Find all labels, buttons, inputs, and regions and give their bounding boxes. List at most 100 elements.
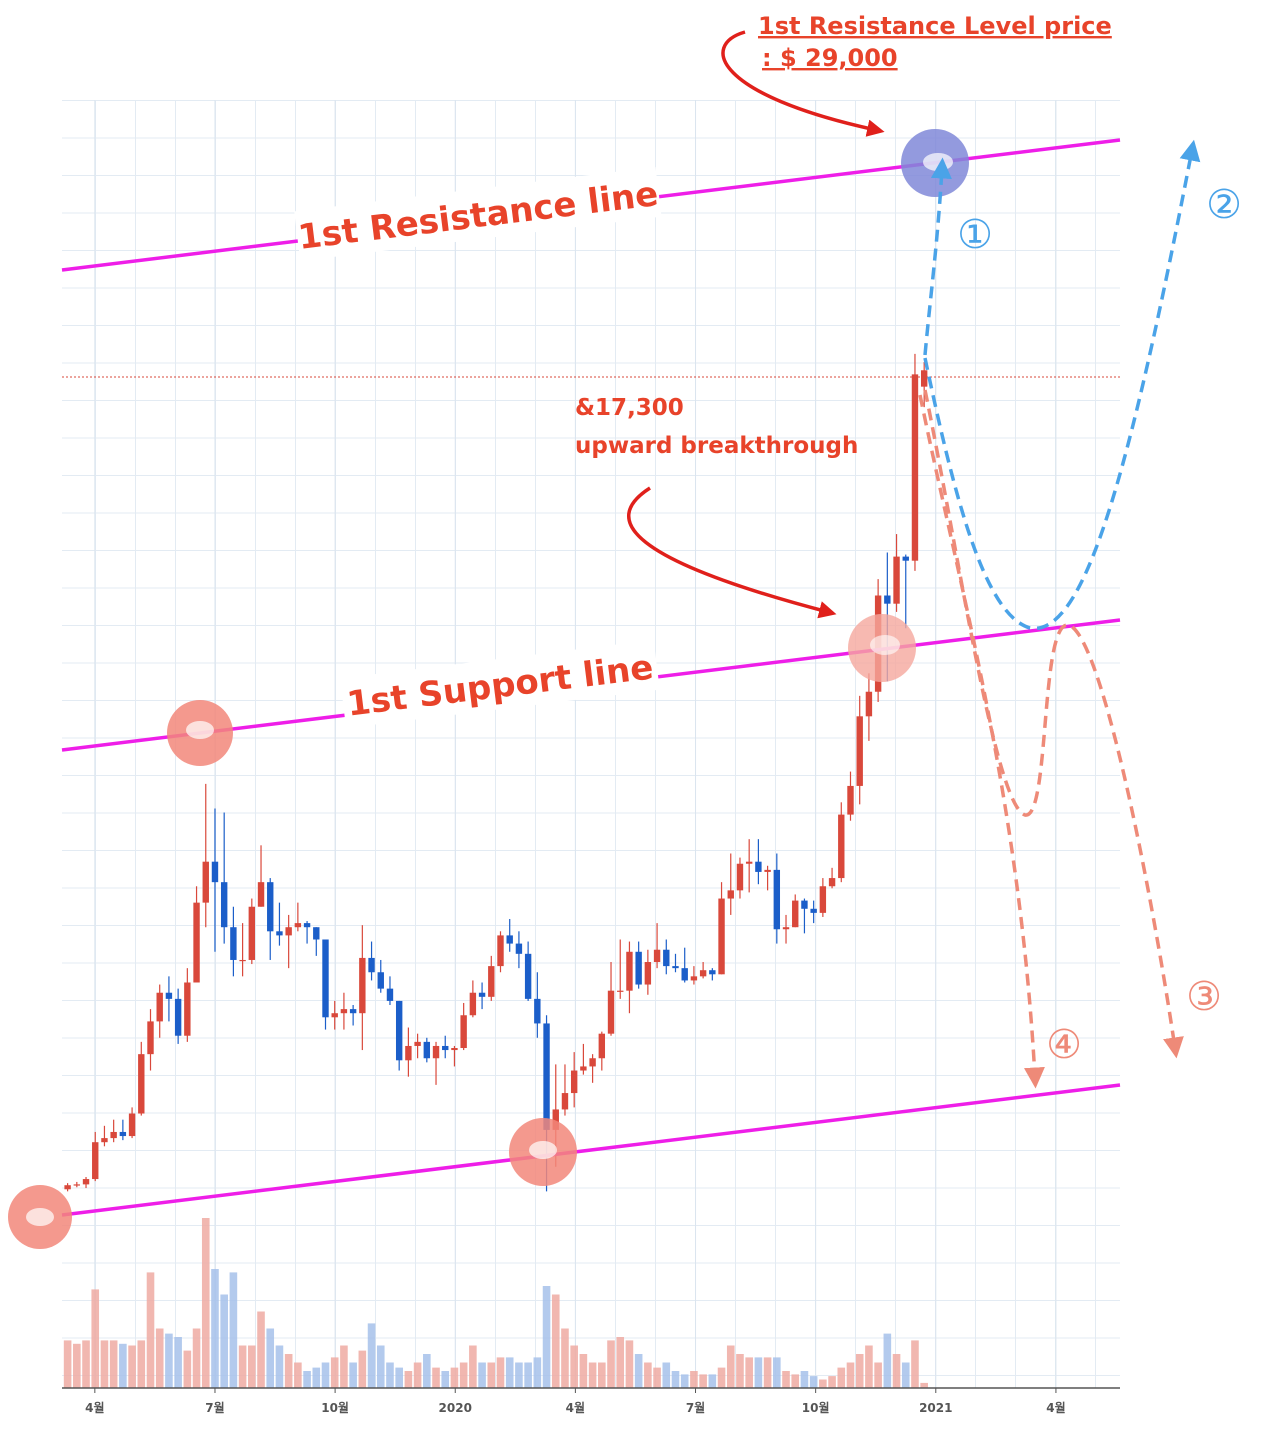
candle-body: [193, 902, 200, 983]
candle-body: [699, 970, 707, 977]
volume-bar: [183, 1350, 192, 1388]
candle-body: [773, 869, 781, 930]
volume-bar: [892, 1354, 901, 1388]
x-tick-label: 7월: [205, 1400, 224, 1415]
candle-body: [257, 882, 265, 907]
candle-body: [184, 982, 191, 1036]
volume-bar: [238, 1345, 247, 1388]
volume-bar: [63, 1340, 72, 1388]
candle-body: [589, 1058, 596, 1067]
volume-bar: [128, 1345, 136, 1388]
candle-body: [64, 1185, 71, 1190]
candle-body: [792, 900, 799, 928]
candle-layer: [64, 353, 928, 1192]
volume-bar: [551, 1294, 560, 1388]
volume-bar: [855, 1354, 864, 1388]
candle-body: [239, 959, 246, 962]
candle-body: [469, 992, 477, 1016]
volume-bar: [598, 1362, 606, 1388]
volume-bar: [782, 1371, 790, 1388]
volume-bar: [515, 1362, 523, 1388]
candle-body: [478, 992, 486, 997]
volume-bar: [155, 1328, 164, 1388]
candle-body: [755, 861, 762, 872]
volume-bar: [846, 1362, 855, 1388]
volume-bar: [312, 1367, 321, 1388]
volume-bar: [340, 1345, 348, 1388]
touch-circle-core: [186, 721, 214, 739]
volume-bar: [745, 1357, 753, 1388]
tick-layer: 4월 7월 10월 2020 4월 7월 10월 2021 4월: [85, 1388, 1066, 1415]
volume-bar: [496, 1357, 505, 1388]
callout-arrow: [627, 486, 837, 619]
volume-bar: [920, 1382, 928, 1388]
volume-bar: [450, 1367, 459, 1388]
scenario-number: ③: [1186, 974, 1222, 1020]
candle-body: [423, 1041, 431, 1059]
volume-bar: [911, 1340, 919, 1388]
volume-bar: [294, 1362, 302, 1388]
volume-bar: [386, 1362, 394, 1388]
resistance-price: : $ 29,000: [762, 44, 898, 72]
volume-bar: [229, 1272, 238, 1388]
volume-bar: [459, 1362, 468, 1388]
candle-body: [294, 923, 302, 928]
candle-body: [570, 1070, 578, 1094]
volume-bar: [773, 1357, 781, 1388]
touch-circle-core: [26, 1208, 54, 1226]
candle-body: [331, 1013, 338, 1018]
volume-bar: [82, 1340, 90, 1388]
candle-body: [524, 953, 532, 999]
x-tick-label: 10월: [802, 1400, 830, 1415]
x-tick-label: 7월: [686, 1400, 705, 1415]
candle-body: [386, 988, 394, 1001]
volume-bar: [303, 1371, 311, 1388]
candle-body: [856, 716, 863, 786]
volume-bar: [100, 1340, 109, 1388]
volume-bar: [570, 1345, 578, 1388]
volume-bar: [257, 1311, 265, 1388]
candle-body: [202, 861, 209, 903]
volume-bar: [717, 1367, 726, 1388]
candle-body: [313, 927, 320, 940]
x-tick-label: 2021: [919, 1401, 952, 1415]
volume-bar: [579, 1354, 588, 1388]
candle-body: [211, 861, 219, 883]
volume-bar: [800, 1371, 809, 1388]
candle-body: [690, 976, 698, 981]
candle-body: [709, 970, 716, 975]
candle-body: [230, 927, 237, 960]
candle-body: [359, 957, 366, 1014]
candle-body: [561, 1093, 569, 1110]
candle-body: [220, 882, 228, 928]
volume-bar: [395, 1367, 403, 1388]
candle-body: [893, 556, 900, 604]
volume-bar: [754, 1357, 763, 1388]
candle-body: [119, 1131, 127, 1137]
candle-body: [598, 1033, 606, 1059]
x-tick-label: 4월: [85, 1400, 104, 1415]
volume-bar: [708, 1374, 717, 1388]
x-tick-label: 10월: [321, 1400, 349, 1415]
volume-bar: [533, 1357, 542, 1388]
candle-body: [322, 939, 329, 1018]
candle-body: [745, 861, 753, 864]
touch-circle-core: [529, 1141, 557, 1159]
volume-bar: [699, 1374, 707, 1388]
volume-bar: [469, 1345, 477, 1388]
candle-body: [552, 1109, 559, 1130]
volume-bar: [763, 1357, 772, 1388]
target-circle-core: [923, 153, 953, 171]
volume-bar: [367, 1323, 376, 1388]
candle-body: [847, 785, 854, 815]
candle-body: [174, 998, 182, 1036]
candle-body: [644, 962, 652, 985]
candle-body: [736, 863, 744, 891]
candle-body: [248, 906, 256, 960]
candle-body: [405, 1045, 412, 1061]
candle-body: [138, 1054, 145, 1114]
volume-bar: [690, 1371, 698, 1388]
volume-bar: [616, 1337, 625, 1388]
candle-body: [635, 951, 642, 985]
